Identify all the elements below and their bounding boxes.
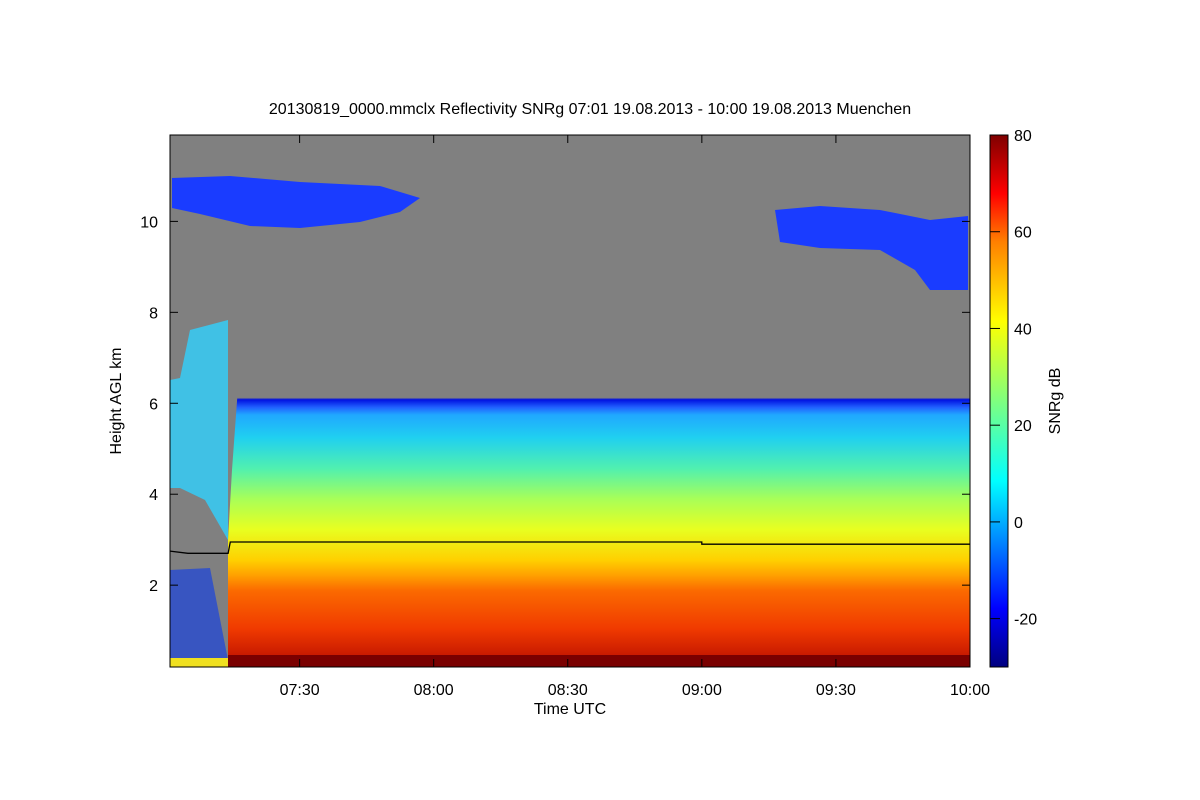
colorbar-tick-label: -20 — [1014, 612, 1037, 629]
x-tick-label: 09:30 — [816, 682, 856, 699]
colorbar-ticks: -20 0 20 40 60 80 — [990, 128, 1037, 629]
colorbar-tick-label: 40 — [1014, 321, 1032, 338]
plot-frame — [169, 134, 971, 668]
cirrus-patch-right — [775, 206, 968, 290]
x-axis-label: Time UTC — [534, 701, 606, 718]
x-tick-label: 09:00 — [682, 682, 722, 699]
chart-title: 20130819_0000.mmclx Reflectivity SNRg 07… — [269, 101, 911, 118]
y-axis: 2 4 6 8 10 — [140, 214, 970, 595]
surface-band-early — [170, 658, 228, 667]
colorbar-gradient — [990, 135, 1008, 667]
x-tick-label: 08:30 — [548, 682, 588, 699]
colorbar: -20 0 20 40 60 80 SNRg dB — [989, 128, 1064, 668]
colorbar-tick-label: 0 — [1014, 515, 1023, 532]
plot-area — [170, 135, 970, 667]
x-tick-label: 10:00 — [950, 682, 990, 699]
y-tick-label: 6 — [149, 396, 158, 413]
colorbar-tick-label: 60 — [1014, 225, 1032, 242]
early-noise-region — [170, 568, 228, 660]
y-tick-label: 4 — [149, 487, 158, 504]
x-axis: 07:30 08:00 08:30 09:00 09:30 10:00 — [280, 135, 990, 699]
cirrus-patch-left — [172, 176, 420, 228]
reflectivity-field — [228, 285, 970, 667]
y-tick-label: 8 — [149, 305, 158, 322]
x-tick-label: 08:00 — [414, 682, 454, 699]
melting-layer-line — [170, 541, 970, 554]
surface-band — [228, 655, 970, 667]
colorbar-label: SNRg dB — [1047, 368, 1064, 435]
early-echo-region — [170, 320, 228, 540]
y-tick-label: 10 — [140, 214, 158, 231]
colorbar-tick-label: 20 — [1014, 418, 1032, 435]
x-tick-label: 07:30 — [280, 682, 320, 699]
y-tick-label: 2 — [149, 578, 158, 595]
colorbar-tick-label: 80 — [1014, 128, 1032, 145]
y-axis-label: Height AGL km — [108, 347, 125, 454]
